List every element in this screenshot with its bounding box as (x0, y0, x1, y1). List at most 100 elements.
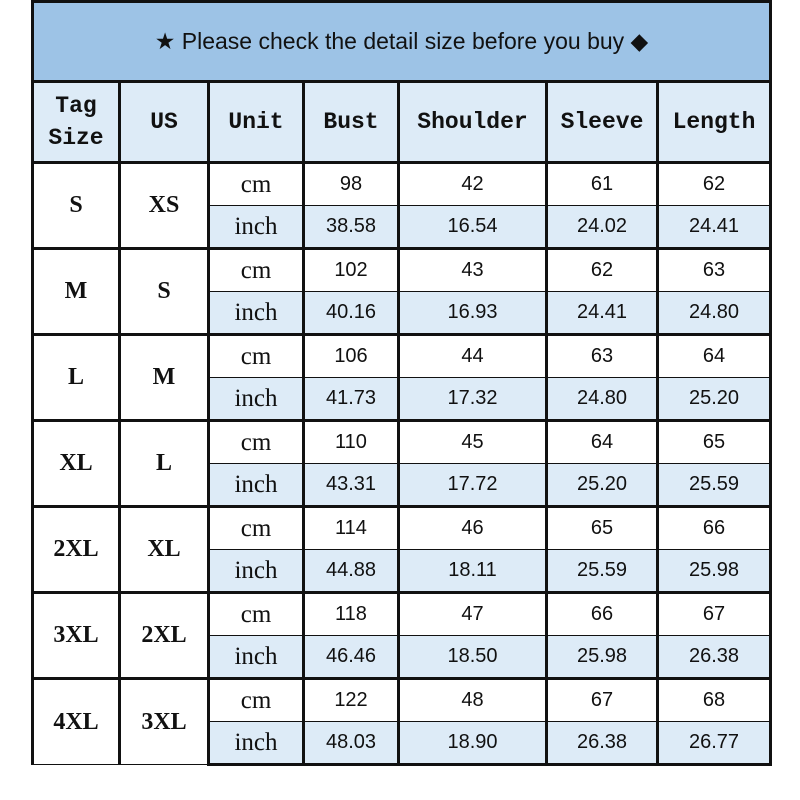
cell-inch: 25.20 (545, 463, 659, 508)
cell-cm: 46 (397, 505, 548, 550)
cell-inch: 16.54 (397, 205, 548, 250)
cell-inch: 24.80 (655, 291, 773, 336)
cell-cm: 65 (545, 505, 659, 550)
cell-cm: 44 (397, 333, 548, 378)
header-unit: Unit (207, 80, 305, 164)
cell-inch: 26.77 (655, 721, 773, 766)
cell-cm: 98 (302, 161, 400, 206)
header-shoulder: Shoulder (397, 80, 548, 164)
unit-inch: inch (207, 377, 305, 422)
cell-inch: 24.02 (545, 205, 659, 250)
unit-cm: cm (207, 677, 305, 722)
unit-inch: inch (207, 205, 305, 250)
unit-inch: inch (207, 635, 305, 680)
unit-cm: cm (207, 591, 305, 636)
cell-inch: 26.38 (545, 721, 659, 766)
table-row-inch: inch 38.58 16.54 24.02 24.41 (33, 205, 773, 250)
unit-cm: cm (207, 333, 305, 378)
unit-cm: cm (207, 419, 305, 464)
us-size: XS (118, 161, 210, 249)
unit-inch: inch (207, 463, 305, 508)
cell-inch: 41.73 (302, 377, 400, 422)
header-tag-size: Tag Size (31, 80, 121, 164)
tag-size: 2XL (31, 505, 121, 593)
cell-cm: 66 (655, 505, 773, 550)
table-row-cm: 4XL 3XL cm 122 48 67 68 (31, 677, 773, 765)
cell-inch: 26.38 (655, 635, 773, 680)
cell-cm: 47 (397, 591, 548, 636)
cell-inch: 18.90 (397, 721, 548, 766)
cell-inch: 17.32 (397, 377, 548, 422)
cell-cm: 63 (545, 333, 659, 378)
header-length: Length (655, 80, 773, 164)
cell-cm: 63 (655, 247, 773, 292)
cell-inch: 25.59 (655, 463, 773, 508)
table-row-inch: inch 48.03 18.90 26.38 26.77 (33, 721, 773, 766)
table-row-cm: S XS cm 98 42 61 62 (31, 161, 773, 249)
header-bust: Bust (302, 80, 400, 164)
cell-inch: 25.20 (655, 377, 773, 422)
cell-cm: 67 (545, 677, 659, 722)
tag-size: M (31, 247, 121, 335)
cell-inch: 24.41 (655, 205, 773, 250)
table-row-inch: inch 40.16 16.93 24.41 24.80 (33, 291, 773, 336)
cell-cm: 114 (302, 505, 400, 550)
cell-inch: 25.98 (545, 635, 659, 680)
cell-cm: 65 (655, 419, 773, 464)
cell-cm: 43 (397, 247, 548, 292)
us-size: 2XL (118, 591, 210, 679)
cell-inch: 43.31 (302, 463, 400, 508)
us-size: 3XL (118, 677, 210, 765)
cell-inch: 24.41 (545, 291, 659, 336)
table-row-inch: inch 44.88 18.11 25.59 25.98 (33, 549, 773, 594)
cell-cm: 62 (655, 161, 773, 206)
header-sleeve: Sleeve (545, 80, 659, 164)
header-us: US (118, 80, 210, 164)
unit-inch: inch (207, 291, 305, 336)
tag-size: 4XL (31, 677, 121, 765)
tag-size: XL (31, 419, 121, 507)
cell-cm: 68 (655, 677, 773, 722)
cell-cm: 67 (655, 591, 773, 636)
cell-cm: 118 (302, 591, 400, 636)
table-row-cm: 3XL 2XL cm 118 47 66 67 (31, 591, 773, 679)
cell-inch: 25.98 (655, 549, 773, 594)
tag-size: S (31, 161, 121, 249)
cell-cm: 102 (302, 247, 400, 292)
cell-inch: 48.03 (302, 721, 400, 766)
cell-cm: 122 (302, 677, 400, 722)
cell-inch: 40.16 (302, 291, 400, 336)
unit-cm: cm (207, 505, 305, 550)
size-chart-table: ★ Please check the detail size before yo… (30, 0, 773, 766)
cell-cm: 64 (655, 333, 773, 378)
us-size: XL (118, 505, 210, 593)
table-row-inch: inch 43.31 17.72 25.20 25.59 (33, 463, 773, 508)
cell-cm: 110 (302, 419, 400, 464)
tag-size: 3XL (31, 591, 121, 679)
cell-inch: 24.80 (545, 377, 659, 422)
cell-cm: 61 (545, 161, 659, 206)
table-row-inch: inch 41.73 17.32 24.80 25.20 (33, 377, 773, 422)
unit-cm: cm (207, 247, 305, 292)
us-size: L (118, 419, 210, 507)
table-row-cm: 2XL XL cm 114 46 65 66 (31, 505, 773, 593)
cell-cm: 42 (397, 161, 548, 206)
cell-inch: 17.72 (397, 463, 548, 508)
cell-cm: 45 (397, 419, 548, 464)
cell-cm: 64 (545, 419, 659, 464)
size-chart-title: ★ Please check the detail size before yo… (30, 0, 773, 83)
unit-inch: inch (207, 549, 305, 594)
cell-cm: 106 (302, 333, 400, 378)
cell-inch: 38.58 (302, 205, 400, 250)
us-size: M (118, 333, 210, 421)
header-row: Tag Size US Unit Bust Shoulder Sleeve Le… (31, 80, 773, 164)
us-size: S (118, 247, 210, 335)
unit-inch: inch (207, 721, 305, 766)
cell-inch: 46.46 (302, 635, 400, 680)
unit-cm: cm (207, 161, 305, 206)
tag-size: L (31, 333, 121, 421)
cell-inch: 25.59 (545, 549, 659, 594)
cell-inch: 16.93 (397, 291, 548, 336)
